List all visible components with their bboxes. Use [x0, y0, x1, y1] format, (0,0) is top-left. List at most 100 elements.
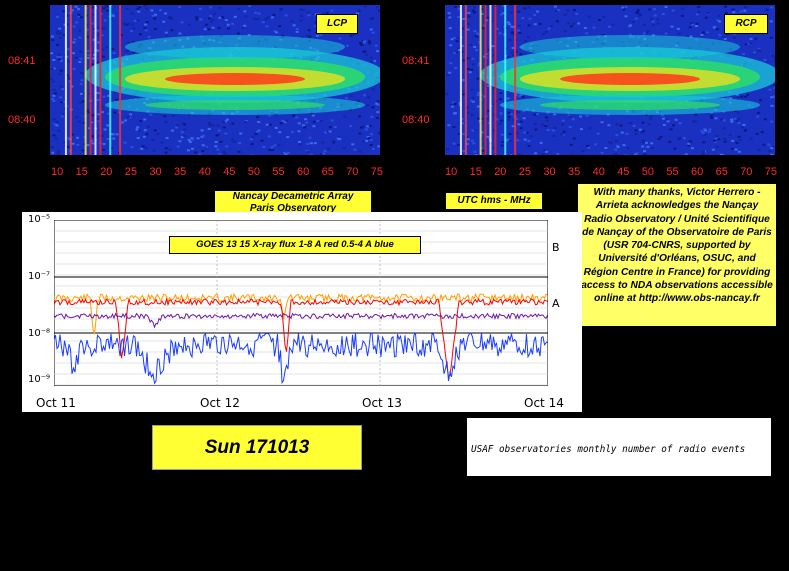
rcp-noise	[750, 38, 753, 40]
lcp-noise	[350, 35, 353, 37]
lcp-noise	[200, 18, 203, 20]
rcp-burst-band	[560, 73, 700, 85]
rcp-rfi-line	[460, 5, 462, 155]
lcp-noise	[271, 149, 274, 151]
lcp-noise	[106, 138, 109, 140]
rcp-noise	[615, 140, 618, 142]
lcp-noise	[362, 51, 365, 53]
rcp-noise	[528, 140, 531, 142]
rcp-noise	[770, 20, 773, 22]
lcp-noise	[372, 148, 375, 150]
lcp-noise	[370, 116, 373, 118]
lcp-noise	[145, 8, 148, 10]
lcp-noise	[123, 23, 126, 25]
rcp-noise	[621, 7, 624, 9]
lcp-noise	[75, 21, 78, 23]
lcp-noise	[376, 117, 379, 119]
rcp-noise	[446, 148, 449, 150]
rcp-noise	[507, 56, 510, 58]
rcp-noise	[546, 120, 549, 122]
lcp-noise	[188, 139, 191, 141]
lcp-noise	[80, 72, 83, 74]
rcp-rfi-line	[504, 5, 506, 155]
lcp-noise	[72, 52, 75, 54]
lcp-noise	[238, 151, 241, 153]
rcp-noise	[453, 52, 456, 54]
rcp-noise	[737, 111, 740, 113]
rcp-noise	[657, 23, 660, 25]
lcp-noise	[103, 96, 106, 98]
lcp-noise	[178, 33, 181, 35]
lcp-noise	[143, 136, 146, 138]
rcp-noise	[545, 151, 548, 153]
lcp-noise	[204, 28, 207, 30]
rcp-noise	[541, 153, 544, 155]
rcp-noise	[563, 131, 566, 133]
lcp-noise	[281, 120, 284, 122]
rcp-noise	[712, 149, 715, 151]
lcp-noise	[160, 142, 163, 144]
rcp-noise	[610, 142, 613, 144]
rcp-noise	[745, 43, 748, 45]
goes-class-b: B	[552, 241, 560, 254]
lcp-noise	[227, 27, 230, 29]
rcp-noise	[474, 154, 477, 155]
rcp-noise	[499, 98, 502, 100]
rcp-noise	[717, 138, 720, 140]
lcp-noise	[214, 145, 217, 147]
lcp-noise	[273, 144, 276, 146]
rcp-noise	[665, 32, 668, 34]
lcp-noise	[60, 70, 63, 72]
lcp-noise	[316, 35, 319, 37]
rcp-noise	[445, 93, 448, 95]
lcp-noise	[127, 116, 130, 118]
lcp-noise	[145, 29, 148, 31]
rcp-noise	[702, 141, 705, 143]
rcp-noise	[471, 58, 474, 60]
rcp-noise	[734, 118, 737, 120]
rcp-noise	[499, 123, 502, 125]
lcp-noise	[375, 45, 378, 47]
lcp-noise	[218, 17, 221, 19]
lcp-noise	[183, 135, 186, 137]
rcp-noise	[753, 52, 756, 54]
lcp-noise	[183, 124, 186, 126]
rcp-noise	[626, 133, 629, 135]
rcp-rfi-line	[485, 5, 487, 155]
rcp-noise	[620, 125, 623, 127]
lcp-noise	[172, 115, 175, 117]
rcp-noise	[501, 141, 504, 143]
rcp-noise	[694, 113, 697, 115]
lcp-noise	[124, 119, 127, 121]
rcp-noise	[457, 16, 460, 18]
lcp-noise	[166, 34, 169, 36]
lcp-noise	[266, 124, 269, 126]
lcp-noise	[290, 20, 293, 22]
lcp-noise	[175, 127, 178, 129]
rcp-noise	[587, 147, 590, 149]
lcp-noise	[136, 129, 139, 131]
lcp-noise	[208, 28, 211, 30]
lcp-noise	[250, 138, 253, 140]
lcp-noise	[314, 142, 317, 144]
rcp-noise	[774, 60, 775, 62]
rcp-noise	[536, 11, 539, 13]
rcp-noise	[691, 24, 694, 26]
lcp-noise	[86, 110, 89, 112]
lcp-noise	[75, 57, 78, 59]
lcp-noise	[112, 138, 115, 140]
lcp-noise	[51, 146, 54, 148]
lcp-noise	[121, 121, 124, 123]
lcp-noise	[102, 7, 105, 9]
rcp-noise	[566, 10, 569, 12]
lcp-noise	[101, 111, 104, 113]
rcp-noise	[447, 124, 450, 126]
lcp-rfi-line	[94, 5, 96, 155]
lcp-noise	[227, 24, 230, 26]
rcp-noise	[773, 84, 775, 86]
rcp-noise	[545, 116, 548, 118]
lcp-noise	[52, 59, 55, 61]
rcp-noise	[554, 6, 557, 8]
lcp-noise	[331, 119, 334, 121]
rcp-noise	[569, 126, 572, 128]
